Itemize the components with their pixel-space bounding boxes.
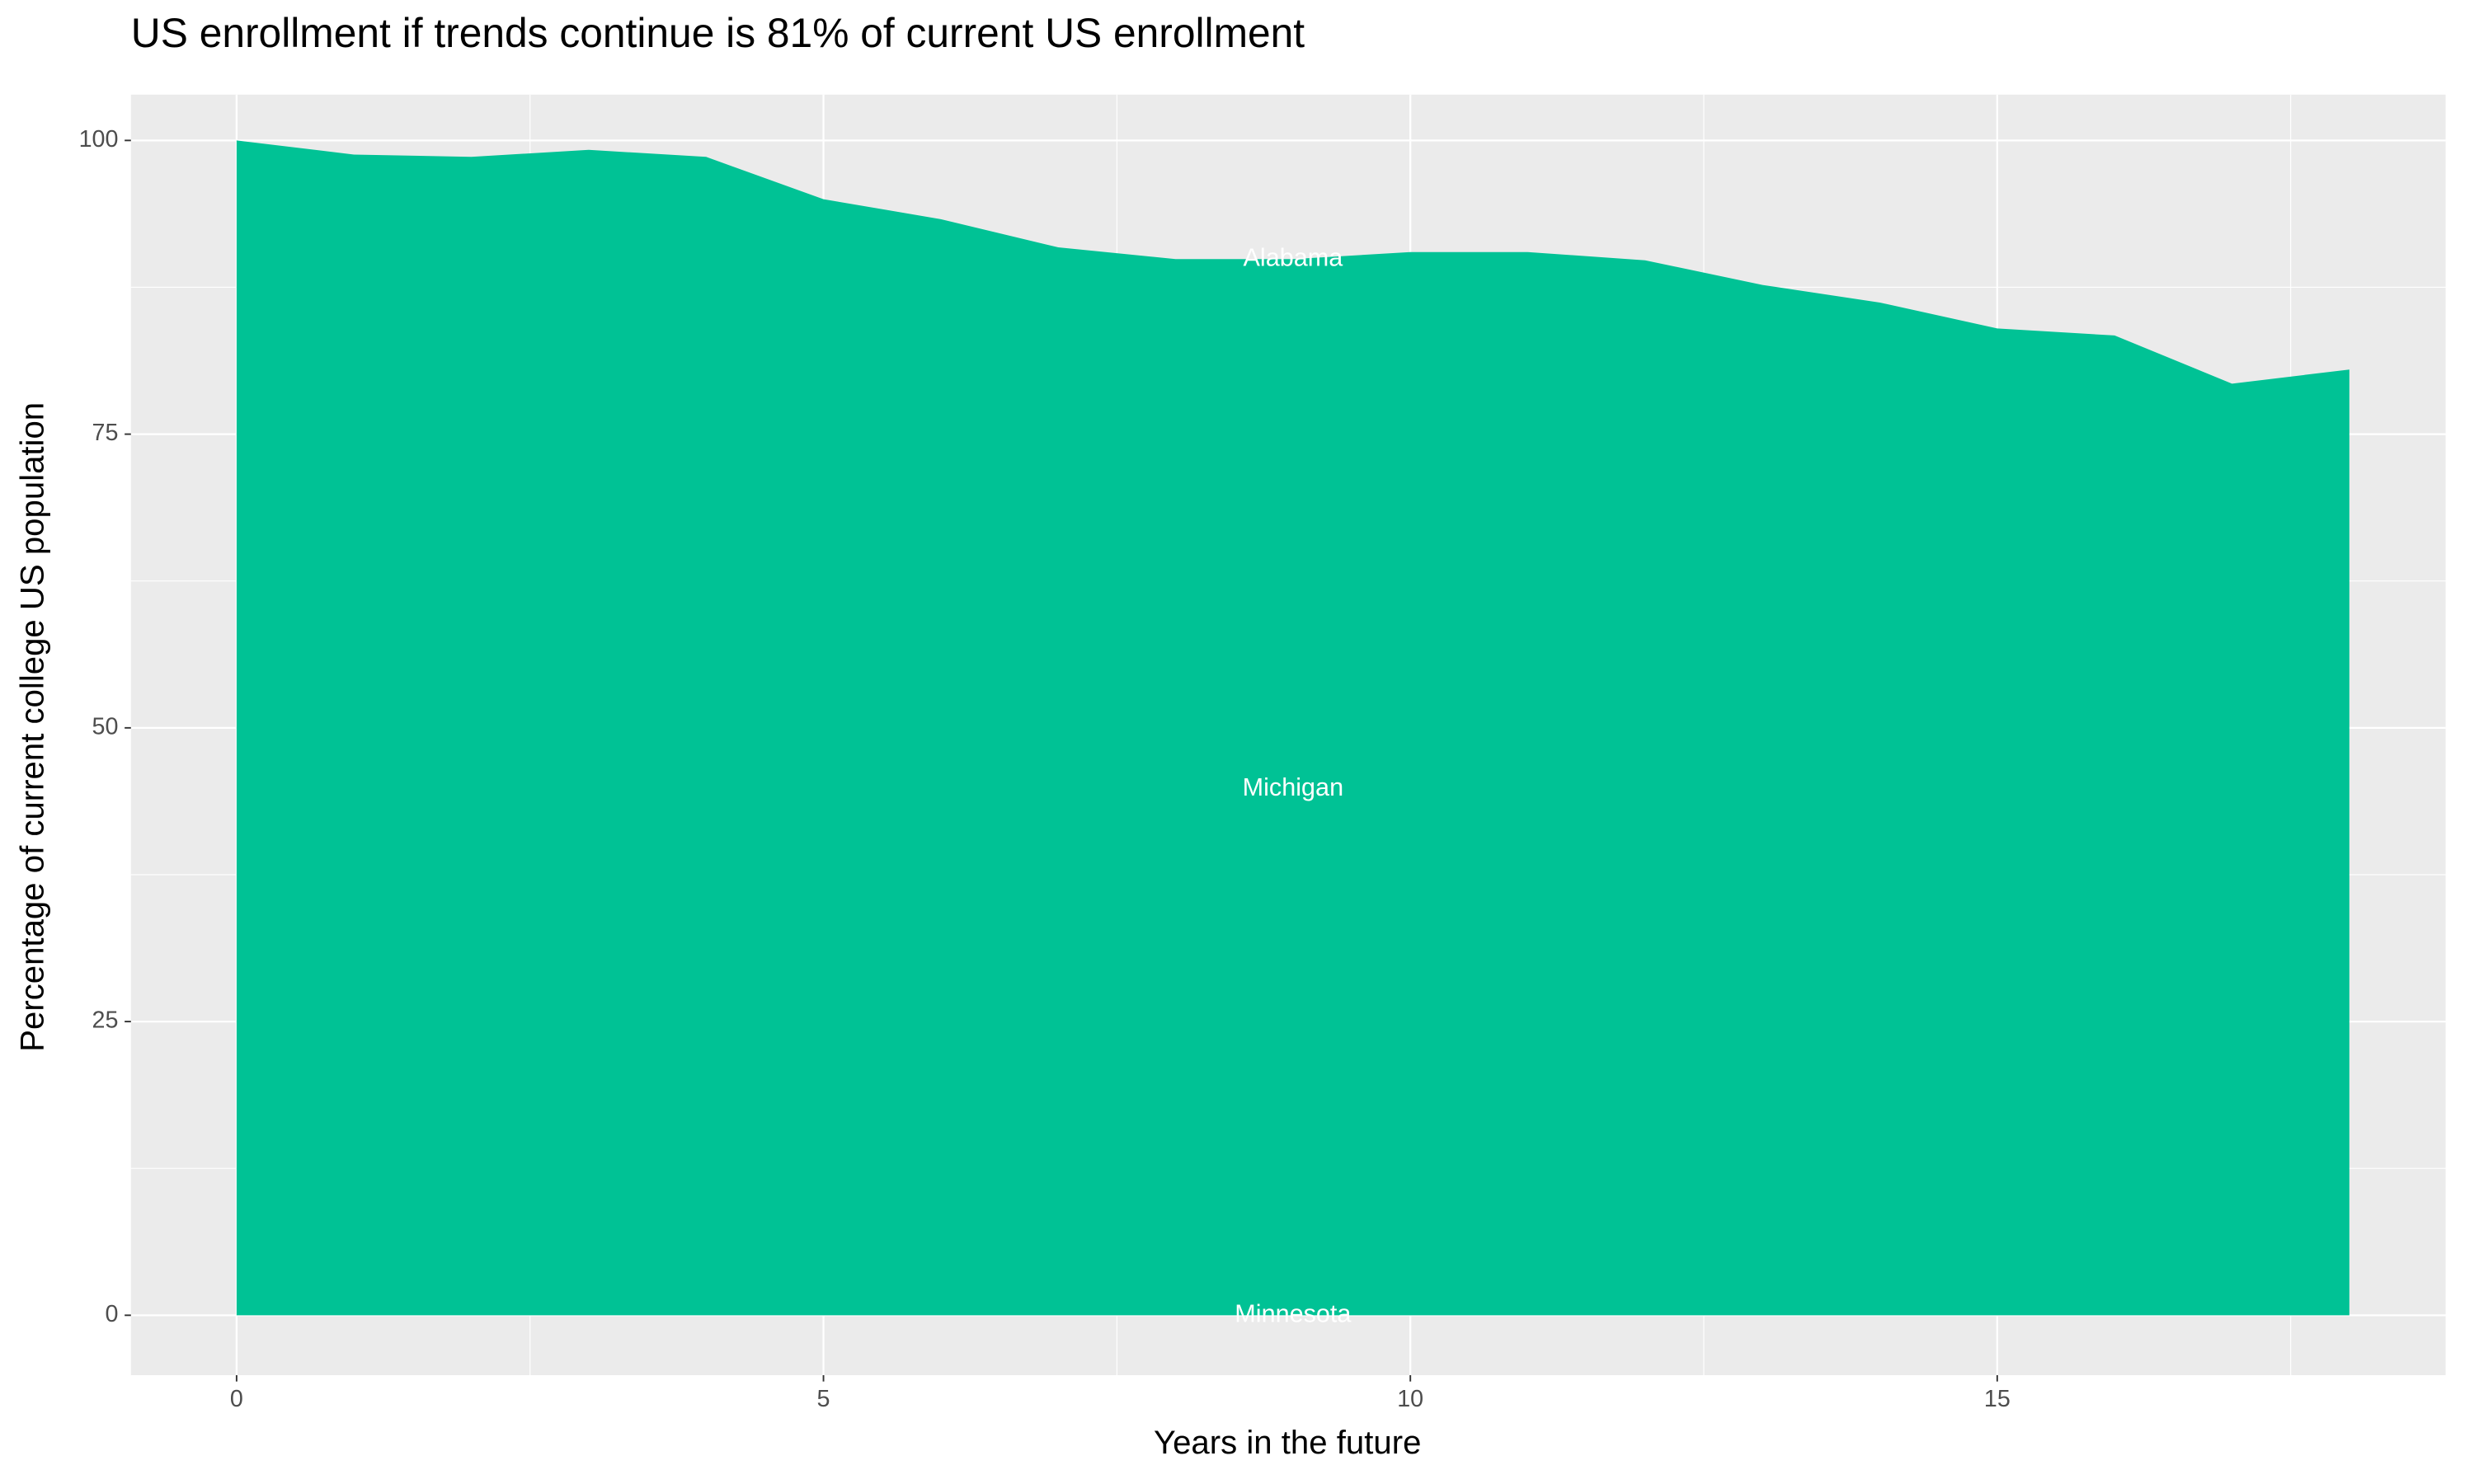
y-tick-label: 25	[92, 1007, 119, 1034]
x-tick-label: 10	[1397, 1386, 1423, 1412]
chart-title: US enrollment if trends continue is 81% …	[131, 10, 1305, 56]
x-axis-title: Years in the future	[1154, 1424, 1421, 1461]
x-tick-label: 15	[1984, 1386, 2011, 1412]
x-tick-label: 5	[817, 1386, 830, 1412]
y-tick-label: 100	[79, 126, 119, 153]
y-tick-label: 50	[92, 713, 119, 740]
y-tick-label: 75	[92, 420, 119, 446]
annotation: Alabama	[1243, 243, 1343, 271]
annotation: Minnesota	[1235, 1299, 1352, 1327]
annotation: Michigan	[1243, 773, 1343, 801]
y-axis-title: Percentage of current college US populat…	[14, 402, 51, 1052]
y-tick-label: 0	[106, 1301, 119, 1327]
area	[236, 140, 2349, 1316]
x-tick-label: 0	[230, 1386, 243, 1412]
